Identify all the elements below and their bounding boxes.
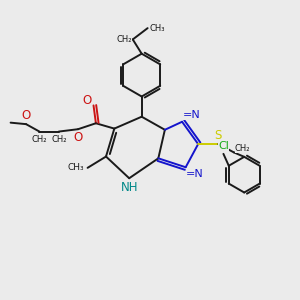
Text: =N: =N [183,110,200,120]
Text: O: O [82,94,91,106]
Text: CH₂: CH₂ [32,135,47,144]
Text: O: O [21,109,31,122]
Text: =N: =N [186,169,204,179]
Text: CH₂: CH₂ [235,144,250,153]
Text: NH: NH [120,181,138,194]
Text: CH₃: CH₃ [68,163,85,172]
Text: CH₂: CH₂ [116,35,132,44]
Text: Cl: Cl [218,141,229,152]
Text: CH₃: CH₃ [149,24,165,33]
Text: CH₂: CH₂ [51,135,67,144]
Text: S: S [215,129,222,142]
Text: O: O [74,131,83,144]
